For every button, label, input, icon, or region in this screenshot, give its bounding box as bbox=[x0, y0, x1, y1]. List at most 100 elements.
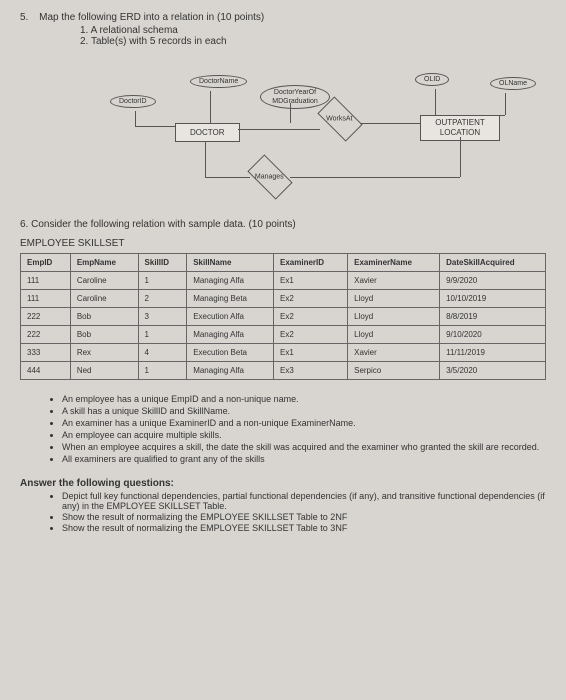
note-item: An employee has a unique EmpID and a non… bbox=[62, 394, 546, 404]
table-row: 222Bob1Managing AlfaEx2Lloyd9/10/2020 bbox=[21, 326, 546, 344]
q5-number: 5. bbox=[20, 12, 28, 23]
note-item: When an employee acquires a skill, the d… bbox=[62, 442, 546, 452]
answer-title: Answer the following questions: bbox=[20, 478, 546, 489]
answer-section: Answer the following questions: Depict f… bbox=[20, 478, 546, 533]
erd-line bbox=[210, 91, 211, 123]
table-cell: Managing Beta bbox=[187, 290, 274, 308]
th-examinername: ExaminerName bbox=[348, 254, 440, 272]
erd-line bbox=[135, 111, 136, 126]
table-cell: 8/8/2019 bbox=[440, 308, 546, 326]
th-skillname: SkillName bbox=[187, 254, 274, 272]
table-cell: 3/5/2020 bbox=[440, 362, 546, 380]
table-cell: Serpico bbox=[348, 362, 440, 380]
erd-line bbox=[505, 93, 506, 115]
erd-manages: Manages bbox=[250, 166, 288, 190]
skillset-table: EmpID EmpName SkillID SkillName Examiner… bbox=[20, 253, 546, 380]
table-row: 333Rex4Execution BetaEx1Xavier11/11/2019 bbox=[21, 344, 546, 362]
table-cell: 222 bbox=[21, 308, 71, 326]
answer-item: Show the result of normalizing the EMPLO… bbox=[62, 523, 546, 533]
q5-sub2: 2. Table(s) with 5 records in each bbox=[80, 36, 546, 47]
note-item: All examiners are qualified to grant any… bbox=[62, 454, 546, 464]
table-cell: Xavier bbox=[348, 344, 440, 362]
erd-line bbox=[290, 177, 460, 178]
th-empname: EmpName bbox=[70, 254, 138, 272]
question-5: 5. Map the following ERD into a relation… bbox=[20, 12, 546, 47]
table-cell: Managing Alfa bbox=[187, 326, 274, 344]
erd-olid: OLID bbox=[415, 73, 449, 86]
table-cell: Ex3 bbox=[274, 362, 348, 380]
q5-sublist: 1. A relational schema 2. Table(s) with … bbox=[80, 25, 546, 47]
table-cell: Ex2 bbox=[274, 308, 348, 326]
table-cell: 111 bbox=[21, 272, 71, 290]
table-cell: Lloyd bbox=[348, 308, 440, 326]
table-cell: 2 bbox=[138, 290, 187, 308]
erd-doctoryear: DoctorYearOf MDGraduation bbox=[260, 85, 330, 109]
erd-line bbox=[500, 115, 505, 116]
erd-line bbox=[205, 177, 250, 178]
erd-line bbox=[360, 123, 420, 124]
erd-line bbox=[435, 89, 436, 115]
table-cell: 9/9/2020 bbox=[440, 272, 546, 290]
erd-line bbox=[205, 142, 206, 177]
table-cell: Execution Alfa bbox=[187, 308, 274, 326]
table-cell: Execution Beta bbox=[187, 344, 274, 362]
table-cell: Rex bbox=[70, 344, 138, 362]
table-row: 111Caroline1Managing AlfaEx1Xavier9/9/20… bbox=[21, 272, 546, 290]
erd-worksat: WorksAt bbox=[320, 108, 358, 132]
table-cell: Managing Alfa bbox=[187, 362, 274, 380]
table-cell: Caroline bbox=[70, 272, 138, 290]
table-cell: Managing Alfa bbox=[187, 272, 274, 290]
table-cell: Ex2 bbox=[274, 326, 348, 344]
note-item: An examiner has a unique ExaminerID and … bbox=[62, 418, 546, 428]
table-cell: 11/11/2019 bbox=[440, 344, 546, 362]
answer-item: Depict full key functional dependencies,… bbox=[62, 491, 546, 511]
table-cell: Bob bbox=[70, 326, 138, 344]
erd-line bbox=[290, 103, 291, 123]
table-cell: Bob bbox=[70, 308, 138, 326]
erd-doctorname: DoctorName bbox=[190, 75, 247, 88]
table-cell: 444 bbox=[21, 362, 71, 380]
erd-line bbox=[238, 129, 320, 130]
erd-diagram: DoctorID DoctorName DoctorYearOf MDGradu… bbox=[20, 67, 546, 207]
erd-olname: OLName bbox=[490, 77, 536, 90]
table-row: 444Ned1Managing AlfaEx3Serpico3/5/2020 bbox=[21, 362, 546, 380]
th-skillid: SkillID bbox=[138, 254, 187, 272]
table-cell: 1 bbox=[138, 272, 187, 290]
table-cell: Xavier bbox=[348, 272, 440, 290]
erd-doctor: DOCTOR bbox=[175, 123, 240, 142]
table-cell: Lloyd bbox=[348, 290, 440, 308]
erd-manages-diamond: Manages bbox=[247, 154, 292, 199]
erd-doctorid: DoctorID bbox=[110, 95, 156, 108]
table-header-row: EmpID EmpName SkillID SkillName Examiner… bbox=[21, 254, 546, 272]
table-row: 111Caroline2Managing BetaEx2Lloyd10/10/2… bbox=[21, 290, 546, 308]
table-cell: Ex1 bbox=[274, 272, 348, 290]
table-cell: 3 bbox=[138, 308, 187, 326]
answer-item: Show the result of normalizing the EMPLO… bbox=[62, 512, 546, 522]
table-cell: 4 bbox=[138, 344, 187, 362]
notes-list: An employee has a unique EmpID and a non… bbox=[50, 394, 546, 464]
table-cell: Caroline bbox=[70, 290, 138, 308]
table-cell: 1 bbox=[138, 326, 187, 344]
table-cell: 333 bbox=[21, 344, 71, 362]
question-6: 6. Consider the following relation with … bbox=[20, 219, 546, 230]
table-cell: 9/10/2020 bbox=[440, 326, 546, 344]
th-empid: EmpID bbox=[21, 254, 71, 272]
table-cell: 111 bbox=[21, 290, 71, 308]
erd-line bbox=[460, 137, 461, 177]
table-cell: Lloyd bbox=[348, 326, 440, 344]
note-item: A skill has a unique SkillID and SkillNa… bbox=[62, 406, 546, 416]
table-cell: 1 bbox=[138, 362, 187, 380]
th-examinerid: ExaminerID bbox=[274, 254, 348, 272]
table-title: EMPLOYEE SKILLSET bbox=[20, 238, 546, 249]
table-cell: Ned bbox=[70, 362, 138, 380]
table-cell: 10/10/2019 bbox=[440, 290, 546, 308]
note-item: An employee can acquire multiple skills. bbox=[62, 430, 546, 440]
table-cell: Ex2 bbox=[274, 290, 348, 308]
erd-line bbox=[135, 126, 175, 127]
th-date: DateSkillAcquired bbox=[440, 254, 546, 272]
answer-list: Depict full key functional dependencies,… bbox=[50, 491, 546, 533]
q5-title: Map the following ERD into a relation in… bbox=[39, 12, 264, 23]
table-cell: Ex1 bbox=[274, 344, 348, 362]
table-cell: 222 bbox=[21, 326, 71, 344]
q5-sub1: 1. A relational schema bbox=[80, 25, 546, 36]
